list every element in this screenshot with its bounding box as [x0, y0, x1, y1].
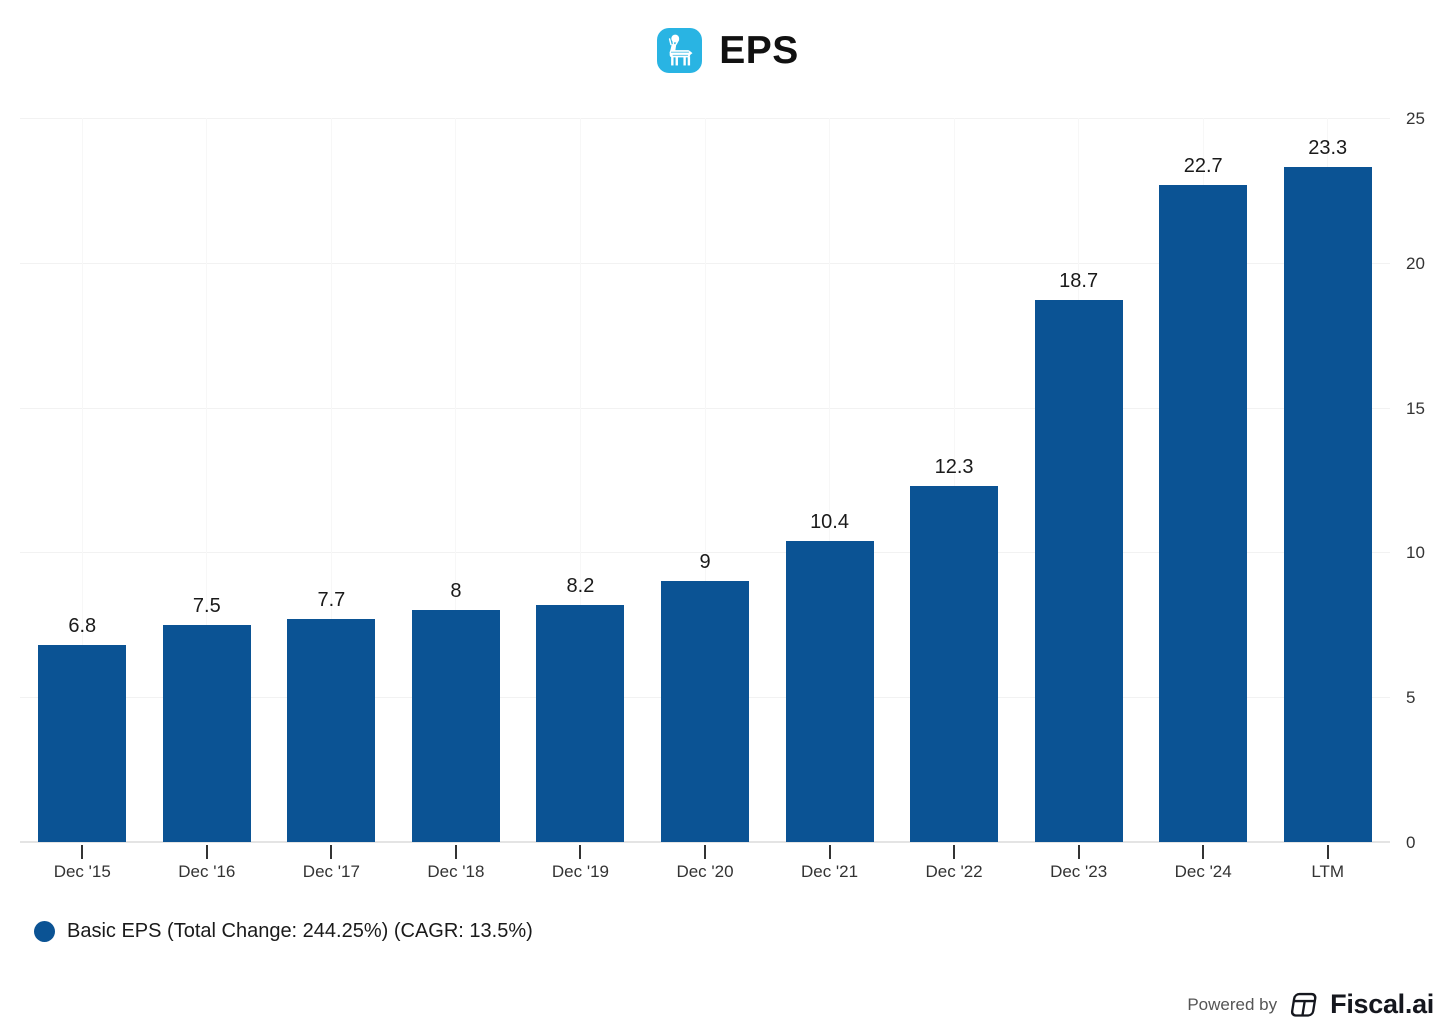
- x-axis-label: Dec '23: [1050, 862, 1108, 881]
- legend-label: Basic EPS (Total Change: 244.25%) (CAGR:…: [67, 920, 533, 942]
- bar-value-label: 8.2: [566, 574, 595, 597]
- bar-value-label: 18.7: [1059, 270, 1099, 293]
- bar-value-label: 9: [699, 551, 711, 574]
- x-axis-tick: [579, 845, 582, 859]
- chart-bar-dec-20[interactable]: [661, 581, 749, 842]
- fiscal-logo-icon: [1289, 991, 1321, 1019]
- chart-bar-dec-17[interactable]: [287, 619, 376, 842]
- legend-marker-icon: [34, 921, 55, 942]
- bar-value-label: 7.7: [317, 589, 346, 612]
- chart-bar-ltm[interactable]: [1283, 167, 1372, 842]
- x-axis-label: Dec '17: [302, 862, 360, 881]
- x-gridline: [829, 118, 831, 842]
- x-axis-label: LTM: [1311, 862, 1345, 881]
- x-axis-tick: [81, 845, 84, 859]
- x-gridline: [455, 118, 457, 842]
- y-axis-label: 20: [1406, 253, 1425, 273]
- x-axis-tick: [953, 845, 956, 859]
- chart-header: EPS: [0, 28, 1456, 73]
- x-axis-label: Dec '18: [427, 862, 485, 881]
- x-axis-label: Dec '15: [53, 862, 111, 881]
- chart-bar-dec-21[interactable]: [785, 540, 874, 842]
- x-axis-tick: [1077, 845, 1080, 859]
- x-axis-tick: [704, 845, 706, 859]
- y-axis-label: 0: [1406, 833, 1416, 852]
- x-axis-tick: [330, 845, 333, 859]
- x-axis-line: [20, 841, 1390, 843]
- x-axis-tick: [205, 845, 208, 859]
- bar-value-label: 6.8: [68, 615, 97, 638]
- chart-bar-dec-18[interactable]: [411, 610, 500, 842]
- x-axis-tick: [1202, 845, 1205, 859]
- x-axis-label: Dec '21: [800, 862, 859, 881]
- x-axis-label: Dec '20: [676, 862, 734, 881]
- x-axis-label: Dec '16: [178, 862, 236, 881]
- legend-item-basic-eps[interactable]: Basic EPS (Total Change: 244.25%) (CAGR:…: [34, 920, 533, 943]
- x-axis-tick: [1326, 845, 1329, 859]
- y-axis-label: 15: [1406, 398, 1425, 418]
- bar-value-label: 8: [450, 580, 462, 603]
- chart-bar-dec-19[interactable]: [536, 604, 625, 842]
- x-gridline: [206, 118, 208, 842]
- x-axis-tick: [828, 845, 831, 859]
- chart-bar-dec-16[interactable]: [162, 624, 251, 842]
- bar-value-label: 10.4: [810, 510, 849, 533]
- bar-value-label: 12.3: [934, 455, 974, 478]
- y-axis-label: 5: [1406, 688, 1416, 708]
- bar-value-label: 22.7: [1183, 154, 1223, 177]
- powered-by-link[interactable]: Powered by Fiscal.ai: [1187, 989, 1434, 1020]
- deer-logo-icon: [657, 28, 703, 73]
- x-axis-label: Dec '19: [551, 862, 609, 881]
- x-axis: Dec '15 Dec '16 Dec '17 Dec '18 Dec '19 Dec '…: [20, 841, 1390, 891]
- x-gridline: [704, 118, 706, 842]
- x-axis-label: Dec '24: [1174, 862, 1232, 881]
- y-axis-labels: 0 5 10 15 20 25: [1406, 109, 1454, 852]
- y-axis-label: 10: [1406, 543, 1425, 563]
- powered-by-text: Powered by: [1187, 994, 1278, 1014]
- x-gridline: [953, 118, 955, 842]
- x-gridline: [579, 118, 581, 842]
- x-gridline: [81, 118, 83, 842]
- x-gridline: [330, 118, 332, 842]
- bar-value-label: 7.5: [192, 594, 221, 617]
- chart-bar-dec-22[interactable]: [910, 485, 999, 842]
- page-title: EPS: [719, 28, 799, 72]
- chart-bar-dec-24[interactable]: [1159, 184, 1248, 842]
- x-axis-label: Dec '22: [925, 862, 983, 881]
- plot-area: 6.8 7.5 7.7 8 8.2 9 10.4 12.3 18.7 22.7 23.3: [20, 118, 1390, 843]
- x-axis-tick: [454, 845, 457, 859]
- y-axis-label: 25: [1406, 109, 1425, 128]
- bar-value-label: 23.3: [1308, 137, 1348, 160]
- chart-bar-dec-23[interactable]: [1034, 300, 1123, 842]
- brand-text: Fiscal.ai: [1330, 989, 1434, 1019]
- chart-bar-dec-15[interactable]: [38, 645, 127, 842]
